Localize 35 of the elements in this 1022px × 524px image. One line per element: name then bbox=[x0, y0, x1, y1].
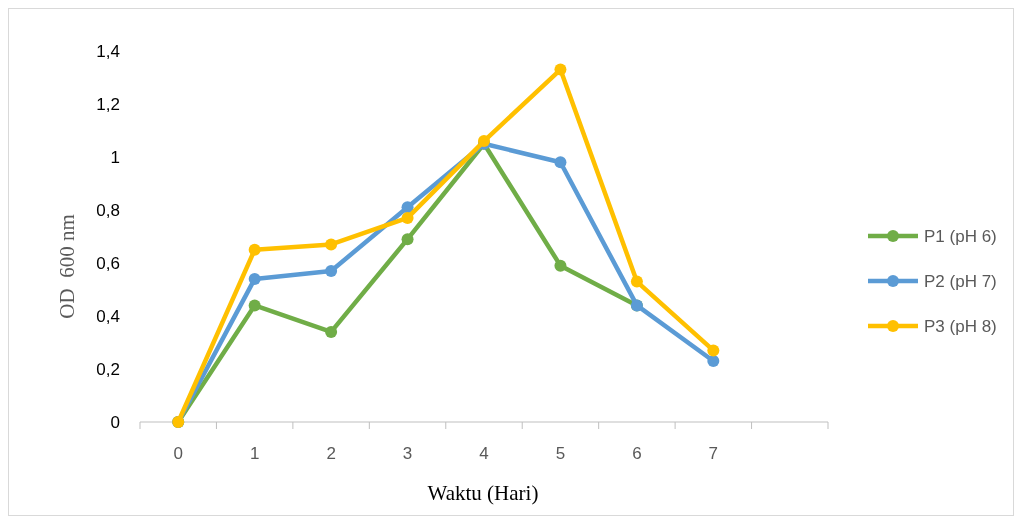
legend-label: P3 (pH 8) bbox=[924, 316, 997, 336]
point bbox=[325, 325, 338, 338]
point bbox=[554, 63, 567, 76]
x-tick-label: 6 bbox=[632, 444, 642, 463]
point bbox=[554, 259, 567, 272]
x-tick-label: 3 bbox=[402, 444, 413, 463]
x-tick-label: 0 bbox=[173, 444, 183, 463]
x-tick-label: 5 bbox=[555, 444, 566, 463]
y-tick-label: 0,6 bbox=[96, 253, 120, 273]
point bbox=[248, 299, 261, 312]
y-tick-label: 0,2 bbox=[96, 359, 120, 379]
point bbox=[401, 211, 414, 224]
point bbox=[248, 243, 261, 256]
y-tick-label: 0,8 bbox=[96, 200, 120, 220]
point bbox=[325, 238, 338, 251]
y-tick-label: 0,4 bbox=[96, 306, 120, 326]
point bbox=[554, 156, 567, 169]
x-tick-label: 4 bbox=[479, 444, 489, 463]
point bbox=[707, 344, 720, 357]
point bbox=[707, 355, 720, 368]
point bbox=[325, 264, 338, 277]
x-tick-label: 7 bbox=[708, 444, 719, 463]
y-tick-label: 1,4 bbox=[96, 41, 120, 61]
legend-label: P2 (pH 7) bbox=[924, 271, 997, 291]
y-tick-label: 1 bbox=[110, 147, 120, 167]
x-tick-label: 2 bbox=[326, 444, 336, 463]
x-axis-title: Waktu (Hari) bbox=[427, 481, 539, 505]
point bbox=[630, 275, 643, 288]
y-axis-title: OD 600 nm bbox=[55, 214, 79, 319]
y-tick-label: 0 bbox=[110, 412, 120, 432]
y-tick-label: 1,2 bbox=[96, 94, 120, 114]
point bbox=[401, 233, 414, 246]
legend-label: P1 (pH 6) bbox=[924, 226, 997, 246]
point bbox=[248, 272, 261, 285]
x-tick-label: 1 bbox=[249, 444, 260, 463]
